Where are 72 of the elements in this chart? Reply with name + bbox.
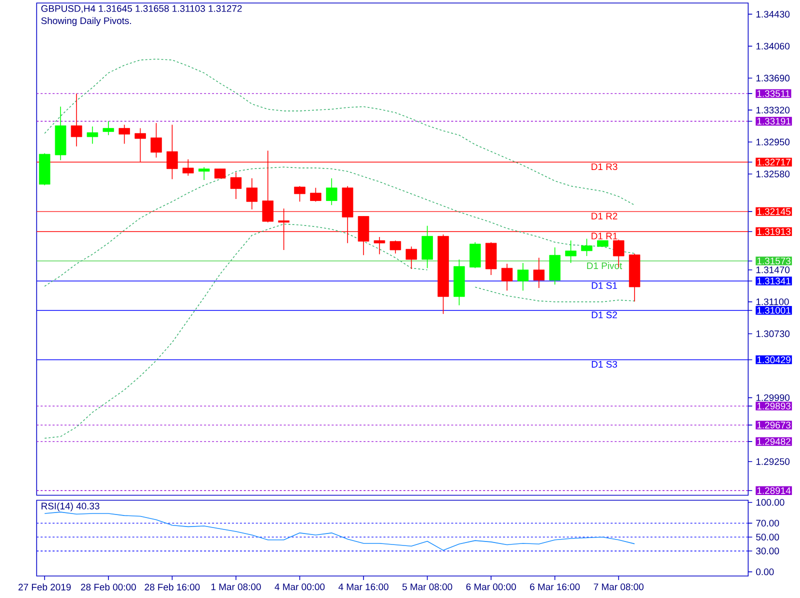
y-tick-label: 1.33690 bbox=[756, 74, 790, 82]
y-tick-label: 1.31100 bbox=[756, 298, 789, 306]
chart-title: RSI(14) 40.33 bbox=[42, 502, 100, 512]
chart-title: GBPUSD,H4 1.31645 1.31658 1.31103 1.31272 bbox=[41, 5, 242, 14]
candlestick bbox=[470, 242, 481, 269]
y-tick-label: 1.29673 bbox=[757, 422, 790, 428]
y-tick-label: 1.34060 bbox=[756, 42, 790, 50]
ref-line-label: D1 Pivot bbox=[587, 262, 622, 270]
y-tick-label: 1.32580 bbox=[756, 170, 790, 178]
y-tick-label: 1.33511 bbox=[757, 90, 790, 97]
x-tick-label: 28 Feb 16:00 bbox=[144, 584, 200, 590]
candlestick bbox=[581, 238, 592, 256]
candlestick bbox=[198, 166, 210, 180]
candlestick bbox=[406, 246, 417, 270]
x-tick-label: 7 Mar 08:00 bbox=[594, 584, 644, 590]
text: Showing Daily Pivots. bbox=[41, 17, 131, 26]
y-tick-label: 1.30730 bbox=[756, 330, 790, 338]
x-tick-label: 6 Mar 00:00 bbox=[466, 584, 516, 590]
candlestick bbox=[230, 172, 242, 200]
y-tick-label: 1.31913 bbox=[757, 228, 790, 235]
x-tick-label: 5 Mar 08:00 bbox=[402, 584, 452, 590]
candlestick bbox=[70, 93, 82, 147]
ref-line-label: D1 S2 bbox=[592, 312, 617, 318]
y-tick-label: 1.31001 bbox=[757, 307, 790, 314]
candlestick bbox=[374, 236, 386, 255]
y-tick-label: 1.29250 bbox=[756, 458, 790, 465]
candlestick bbox=[517, 262, 529, 292]
candlestick bbox=[214, 168, 226, 179]
y-tick-label: 1.32717 bbox=[757, 158, 790, 166]
y-tick-label: 1.29990 bbox=[756, 394, 790, 402]
y-tick-label: 1.29482 bbox=[757, 438, 790, 445]
candlestick bbox=[565, 240, 576, 264]
candlestick bbox=[310, 187, 322, 202]
y-tick-label: 50.00 bbox=[756, 534, 780, 540]
candlestick bbox=[102, 120, 114, 136]
y-tick-label: 1.33320 bbox=[756, 106, 790, 114]
candlestick bbox=[294, 186, 306, 202]
x-tick-label: 27 Feb 2019 bbox=[18, 584, 71, 590]
candlestick bbox=[533, 257, 545, 288]
x-tick-label: 1 Mar 08:00 bbox=[211, 584, 261, 590]
candlestick bbox=[118, 124, 130, 144]
candlestick bbox=[390, 240, 402, 254]
ref-line-label: D1 R2 bbox=[592, 212, 618, 220]
line-series bbox=[44, 58, 635, 206]
y-tick-label: 1.29893 bbox=[757, 402, 790, 410]
x-tick-label: 4 Mar 00:00 bbox=[274, 584, 325, 590]
y-tick-label: 1.30429 bbox=[757, 356, 790, 364]
candlestick bbox=[422, 225, 433, 269]
y-tick-label: 1.28914 bbox=[757, 487, 791, 494]
y-tick-label: 0.00 bbox=[756, 568, 774, 576]
candlestick bbox=[501, 263, 513, 292]
candlestick bbox=[150, 122, 162, 158]
ref-line-label: D1 S3 bbox=[592, 360, 618, 368]
y-tick-label: 1.34430 bbox=[756, 10, 790, 18]
y-tick-label: 1.33191 bbox=[757, 118, 790, 125]
y-tick-label: 70.00 bbox=[756, 520, 780, 527]
x-tick-label: 4 Mar 16:00 bbox=[338, 584, 388, 590]
x-tick-label: 28 Feb 00:00 bbox=[80, 584, 136, 590]
y-tick-label: 1.32145 bbox=[757, 208, 791, 215]
y-tick-label: 1.31470 bbox=[756, 266, 790, 274]
ref-line-label: D1 R1 bbox=[592, 232, 618, 240]
y-tick-label: 100.00 bbox=[756, 499, 784, 506]
line-series bbox=[44, 512, 635, 551]
candlestick bbox=[326, 178, 338, 206]
ref-line-label: D1 S1 bbox=[592, 282, 617, 289]
y-tick-label: 1.32950 bbox=[756, 138, 790, 146]
ref-line-label: D1 R3 bbox=[592, 163, 618, 170]
y-tick-label: 30.00 bbox=[756, 548, 780, 554]
candlestick bbox=[86, 126, 98, 144]
y-tick-label: 1.31573 bbox=[757, 258, 790, 264]
y-tick-label: 1.31341 bbox=[757, 278, 790, 284]
x-tick-label: 6 Mar 16:00 bbox=[530, 584, 580, 590]
